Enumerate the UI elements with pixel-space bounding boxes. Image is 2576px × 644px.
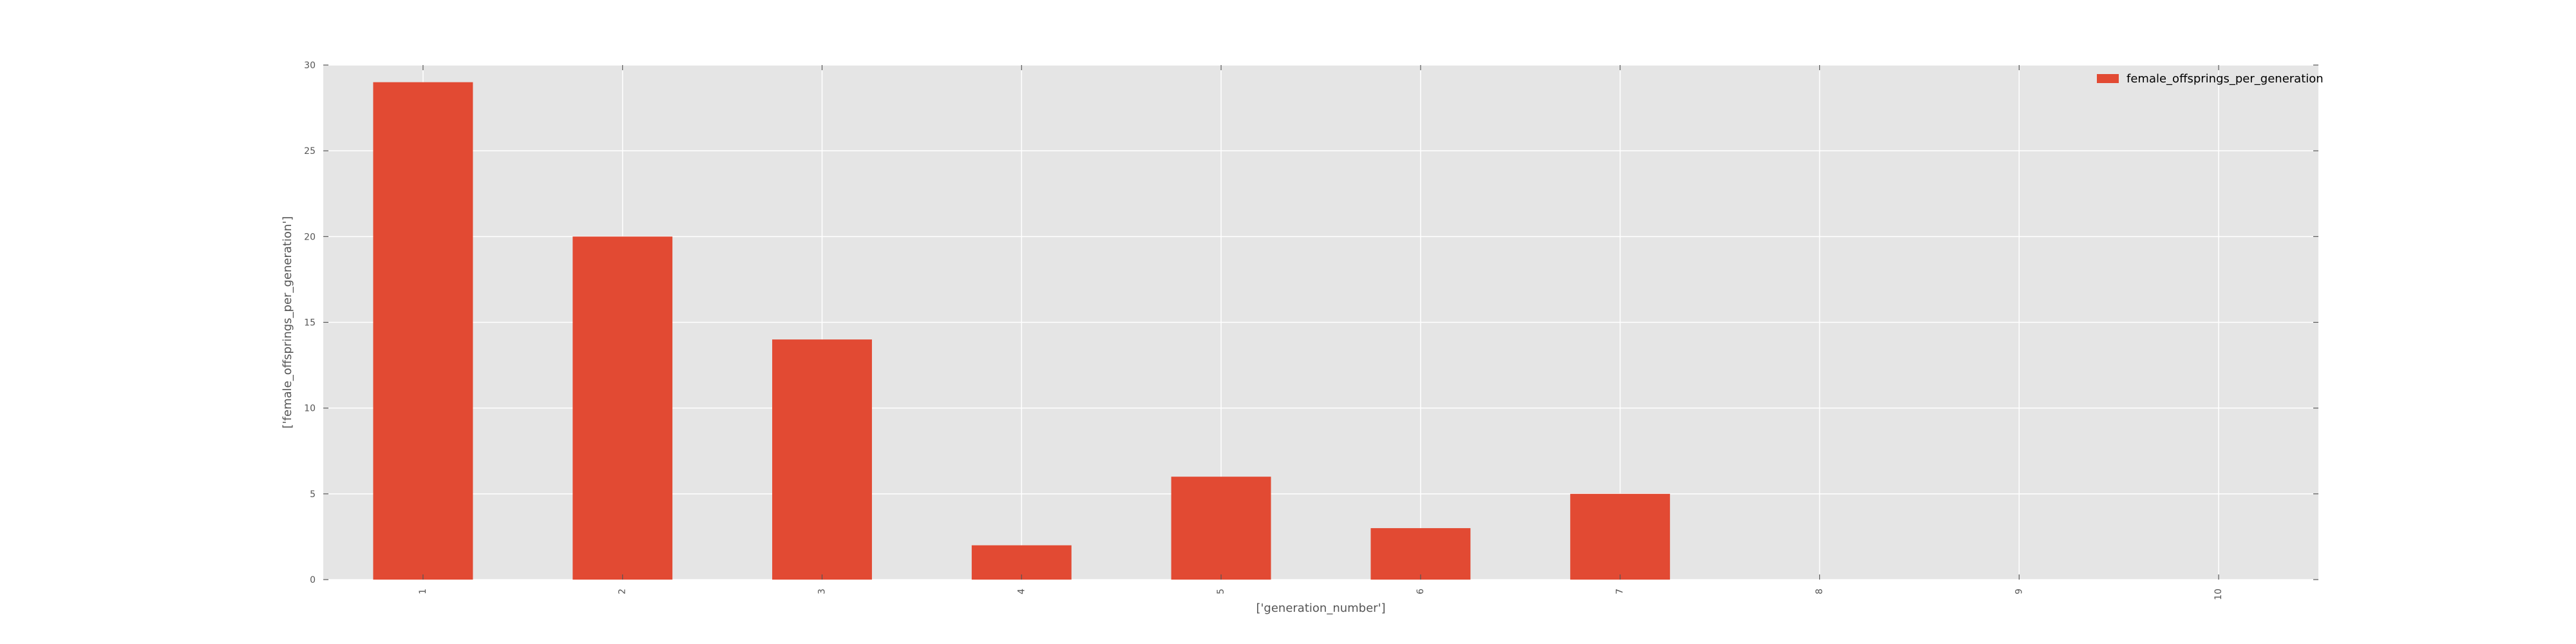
bar [772, 339, 872, 580]
x-tick-labels: 1 2 3 4 5 6 7 8 9 10 [418, 589, 2224, 600]
legend-swatch [2097, 74, 2119, 83]
legend-label: female_offsprings_per_generation [2126, 72, 2324, 86]
y-tick-label: 15 [304, 318, 316, 328]
bars [373, 82, 1671, 580]
x-tick-label: 10 [2213, 589, 2224, 600]
x-tick-label: 3 [817, 589, 828, 594]
x-tick-label: 8 [1815, 589, 1825, 594]
bar [971, 545, 1072, 580]
bar [373, 82, 473, 580]
bar [573, 236, 673, 580]
legend: female_offsprings_per_generation [2097, 72, 2324, 86]
x-axis-title: ['generation_number'] [1256, 601, 1385, 615]
bar [1370, 528, 1471, 580]
x-tick-label: 7 [1615, 589, 1625, 594]
x-tick-label: 1 [418, 589, 428, 594]
axis-ticks [323, 64, 2318, 580]
x-tick-label: 9 [2014, 589, 2024, 594]
bar [1171, 477, 1271, 580]
x-tick-label: 4 [1016, 589, 1027, 594]
y-tick-label: 25 [304, 146, 316, 156]
y-tick-label: 20 [304, 232, 316, 242]
x-tick-label: 5 [1216, 589, 1226, 594]
x-tick-label: 6 [1416, 589, 1426, 594]
y-tick-label: 30 [304, 61, 316, 71]
y-axis-title: ['female_offsprings_per_generation'] [281, 216, 294, 429]
bar [1570, 493, 1671, 580]
y-tick-label: 5 [310, 489, 316, 500]
y-tick-labels: 0 5 10 15 20 25 30 [304, 61, 316, 585]
y-tick-label: 10 [304, 404, 316, 414]
y-tick-label: 0 [310, 575, 316, 585]
x-tick-label: 2 [618, 589, 628, 594]
